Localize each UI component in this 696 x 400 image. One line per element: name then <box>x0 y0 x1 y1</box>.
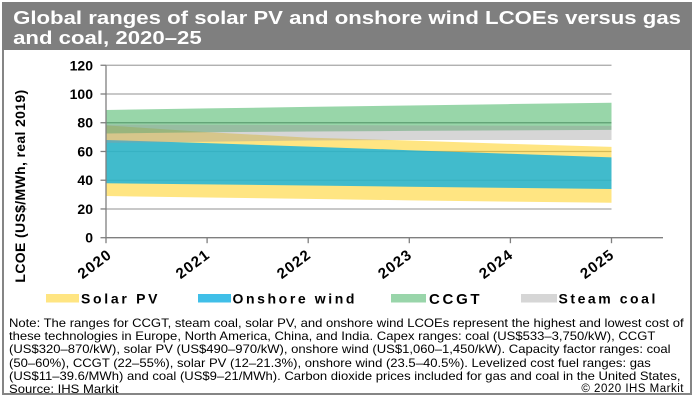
svg-text:2021: 2021 <box>173 246 214 283</box>
svg-text:2025: 2025 <box>577 246 618 283</box>
svg-text:Solar PV: Solar PV <box>81 291 160 307</box>
svg-text:80: 80 <box>77 115 93 131</box>
svg-text:40: 40 <box>77 172 93 188</box>
svg-text:20: 20 <box>77 201 93 217</box>
svg-text:CCGT: CCGT <box>429 291 482 308</box>
svg-text:120: 120 <box>70 57 94 73</box>
svg-text:0: 0 <box>85 230 93 246</box>
svg-text:LCOE (US$/MWh, real 2019): LCOE (US$/MWh, real 2019) <box>12 89 28 282</box>
svg-text:2023: 2023 <box>375 246 416 283</box>
svg-text:2024: 2024 <box>476 246 517 283</box>
svg-text:2020: 2020 <box>75 246 116 283</box>
svg-text:100: 100 <box>70 86 94 102</box>
svg-text:60: 60 <box>77 143 93 159</box>
svg-text:Onshore wind: Onshore wind <box>233 291 358 307</box>
svg-text:2022: 2022 <box>274 246 315 283</box>
svg-text:Steam coal: Steam coal <box>559 291 658 307</box>
